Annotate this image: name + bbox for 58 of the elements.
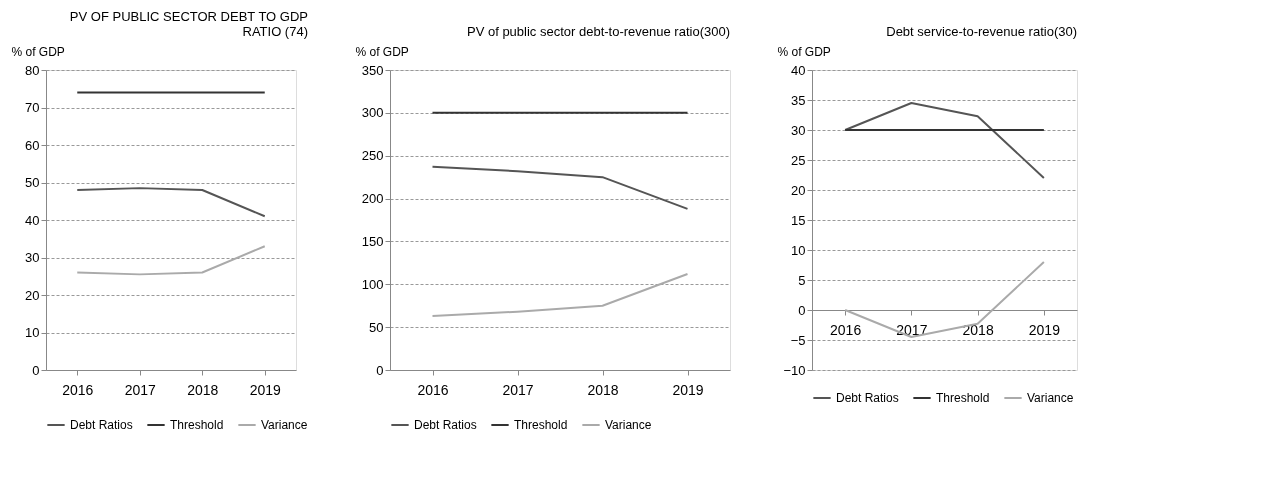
y-tick-label: 300: [361, 105, 384, 121]
y-tick-label: 15: [791, 212, 806, 228]
y-tick-label: 60: [25, 137, 40, 153]
x-tick-label: 2016: [830, 321, 862, 338]
line-series: [431, 273, 689, 317]
y-tick-label: 35: [791, 92, 806, 108]
y-tick-label: 50: [25, 175, 40, 190]
x-tick-label: 2018: [587, 381, 619, 398]
chart-title: PV OF PUBLIC SECTOR DEBT TO GDP RATIO (74): [69, 9, 308, 39]
y-tick-label: 200: [361, 191, 384, 207]
x-tick-label: 2017: [124, 381, 157, 398]
y-tick-label: −5: [790, 332, 806, 348]
legend-label: Variance: [1027, 391, 1074, 405]
y-tick-label: 10: [791, 242, 806, 258]
legend-label: Debt Ratios: [836, 391, 899, 405]
y-tick-label: 40: [791, 62, 806, 78]
y-tick-label: 80: [25, 62, 40, 78]
legend-label: Threshold: [514, 418, 568, 432]
y-tick-label: 0: [32, 362, 40, 378]
y-tick-label: 50: [369, 319, 384, 335]
y-tick-label: 0: [798, 302, 806, 318]
y-tick-label: 25: [791, 152, 806, 168]
y-tick-label: 30: [25, 250, 40, 265]
y-axis-title: % of GDP: [777, 44, 831, 59]
y-tick-label: 40: [25, 212, 40, 228]
line-series: [431, 165, 689, 210]
y-tick-label: 150: [361, 233, 384, 249]
y-tick-label: 0: [376, 362, 384, 378]
legend-label: Debt Ratios: [414, 418, 477, 432]
x-tick-label: 2017: [502, 381, 534, 398]
chart-title: Debt service-to-revenue ratio(30): [886, 24, 1077, 39]
y-axis-title: % of GDP: [355, 44, 409, 59]
y-tick-label: −10: [783, 362, 806, 378]
x-tick-label: 2019: [249, 381, 282, 398]
x-tick-label: 2018: [962, 321, 994, 338]
legend-label: Threshold: [170, 418, 224, 432]
legend-label: Threshold: [936, 391, 990, 405]
y-tick-label: 250: [361, 148, 384, 164]
legend-label: Debt Ratios: [70, 418, 133, 432]
legend-label: Variance: [261, 418, 308, 432]
y-tick-label: 10: [25, 325, 40, 340]
y-tick-label: 30: [791, 122, 806, 138]
x-tick-label: 2016: [62, 381, 94, 398]
x-tick-label: 2019: [1028, 321, 1061, 338]
x-tick-label: 2017: [896, 321, 928, 338]
y-tick-label: 20: [25, 287, 40, 303]
y-tick-label: 70: [25, 100, 40, 115]
chart-title: PV of public sector debt-to-revenue ratio(300): [466, 24, 730, 39]
y-tick-label: 100: [361, 276, 384, 292]
x-tick-label: 2019: [672, 381, 704, 398]
x-tick-label: 2018: [187, 381, 219, 398]
y-tick-label: 350: [361, 62, 384, 78]
y-axis-title: % of GDP: [11, 44, 65, 59]
y-tick-label: 5: [798, 272, 806, 288]
line-series: [844, 102, 1045, 179]
x-tick-label: 2016: [417, 381, 449, 398]
legend-label: Variance: [605, 418, 652, 432]
y-tick-label: 20: [791, 182, 806, 198]
